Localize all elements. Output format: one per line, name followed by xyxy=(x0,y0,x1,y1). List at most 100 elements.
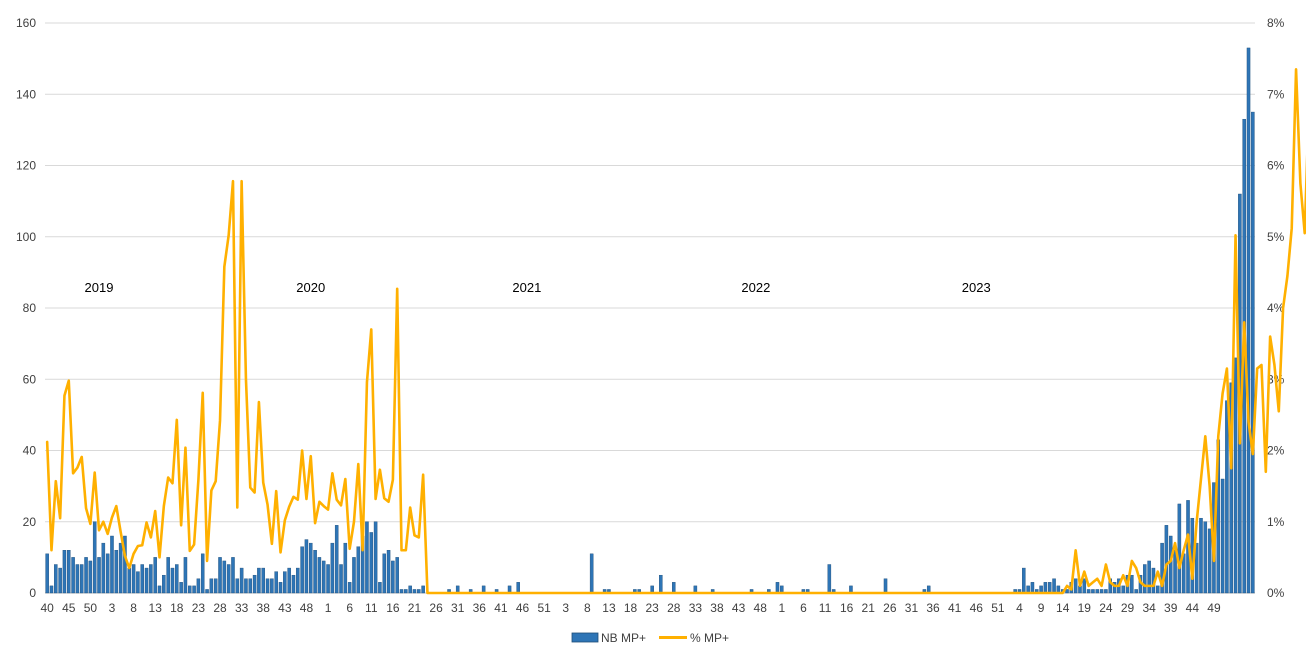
x-tick-label: 44 xyxy=(1186,601,1200,615)
gridlines xyxy=(45,22,1255,594)
bar xyxy=(231,557,235,594)
bar xyxy=(399,589,404,594)
bar xyxy=(1065,589,1069,594)
bar xyxy=(270,578,274,594)
bar xyxy=(274,571,278,594)
x-tick-label: 3 xyxy=(562,601,569,615)
y-tick-label: 40 xyxy=(23,444,37,458)
bar xyxy=(97,557,101,594)
bar xyxy=(356,546,361,594)
x-tick-label: 28 xyxy=(667,601,681,615)
bar xyxy=(313,550,317,594)
bar xyxy=(287,567,291,594)
x-tick-label: 41 xyxy=(494,601,508,615)
x-tick-label: 48 xyxy=(754,601,768,615)
bar xyxy=(162,574,166,594)
x-tick-label: 28 xyxy=(213,601,227,615)
y-tick-label: 160 xyxy=(16,16,36,30)
bar xyxy=(1220,478,1225,594)
bar xyxy=(883,578,888,594)
x-tick-label: 16 xyxy=(386,601,400,615)
legend-bar-swatch xyxy=(571,632,599,643)
year-label: 2020 xyxy=(296,280,325,295)
y2-axis-ticks: 0%1%2%3%4%5%6%7%8% xyxy=(1267,16,1285,600)
x-tick-label: 51 xyxy=(537,601,551,615)
x-tick-label: 41 xyxy=(948,601,962,615)
bar xyxy=(1073,578,1078,594)
x-tick-label: 24 xyxy=(1099,601,1113,615)
x-tick-label: 1 xyxy=(325,601,332,615)
bar xyxy=(110,535,114,594)
bar xyxy=(175,564,179,594)
bar xyxy=(252,574,257,594)
bar xyxy=(1194,542,1199,594)
bar xyxy=(1164,525,1169,594)
bar xyxy=(1251,111,1255,594)
x-tick-label: 31 xyxy=(451,601,465,615)
line-series xyxy=(45,68,1306,595)
y-tick-label: 20 xyxy=(23,515,37,529)
bar xyxy=(140,564,144,594)
bar xyxy=(166,557,170,594)
bar xyxy=(200,553,205,594)
x-tick-label: 31 xyxy=(905,601,919,615)
bar xyxy=(1047,582,1052,594)
bar xyxy=(326,564,330,594)
bar xyxy=(1099,589,1104,594)
bar xyxy=(412,589,417,594)
x-tick-label: 18 xyxy=(624,601,638,615)
bar xyxy=(149,564,153,594)
bar xyxy=(309,542,313,594)
bar xyxy=(1177,503,1182,594)
bar xyxy=(516,582,520,594)
x-tick-label: 39 xyxy=(1164,601,1178,615)
bar xyxy=(88,560,93,594)
y-tick-label: 0 xyxy=(29,586,36,600)
x-tick-label: 23 xyxy=(192,601,206,615)
bar xyxy=(1207,528,1212,594)
bar xyxy=(1130,574,1134,594)
y2-tick-label: 7% xyxy=(1267,87,1285,101)
bar xyxy=(257,567,261,594)
bar xyxy=(378,582,382,594)
bar xyxy=(235,578,240,594)
bar xyxy=(283,571,287,594)
bar xyxy=(188,585,192,594)
bar xyxy=(339,564,343,594)
bar xyxy=(291,574,296,594)
x-tick-label: 40 xyxy=(40,601,54,615)
bar xyxy=(421,585,425,594)
bar xyxy=(408,585,412,594)
bar xyxy=(144,567,149,594)
bar xyxy=(317,557,322,594)
bar xyxy=(248,578,253,594)
x-tick-label: 43 xyxy=(278,601,292,615)
y2-tick-label: 8% xyxy=(1267,16,1285,30)
x-tick-label: 13 xyxy=(602,601,616,615)
bar xyxy=(192,585,196,594)
legend-bar-label: NB MP+ xyxy=(601,631,646,645)
bar xyxy=(296,567,300,594)
x-tick-label: 3 xyxy=(109,601,116,615)
bar xyxy=(1168,535,1173,594)
x-tick-label: 49 xyxy=(1207,601,1221,615)
bar xyxy=(321,560,326,594)
bar xyxy=(1246,47,1251,594)
bar xyxy=(391,560,395,594)
bar xyxy=(239,567,244,594)
bar xyxy=(92,521,97,594)
bar xyxy=(404,589,408,594)
x-tick-label: 46 xyxy=(516,601,530,615)
x-tick-label: 34 xyxy=(1142,601,1156,615)
x-tick-label: 36 xyxy=(473,601,487,615)
bar xyxy=(1203,521,1208,594)
bar xyxy=(71,557,75,594)
x-tick-label: 33 xyxy=(235,601,249,615)
x-tick-label: 26 xyxy=(429,601,443,615)
year-label: 2019 xyxy=(85,280,114,295)
x-tick-label: 45 xyxy=(62,601,76,615)
series-line xyxy=(45,68,1306,595)
bar xyxy=(1043,582,1048,594)
bar xyxy=(1229,382,1233,594)
bar xyxy=(330,542,335,594)
